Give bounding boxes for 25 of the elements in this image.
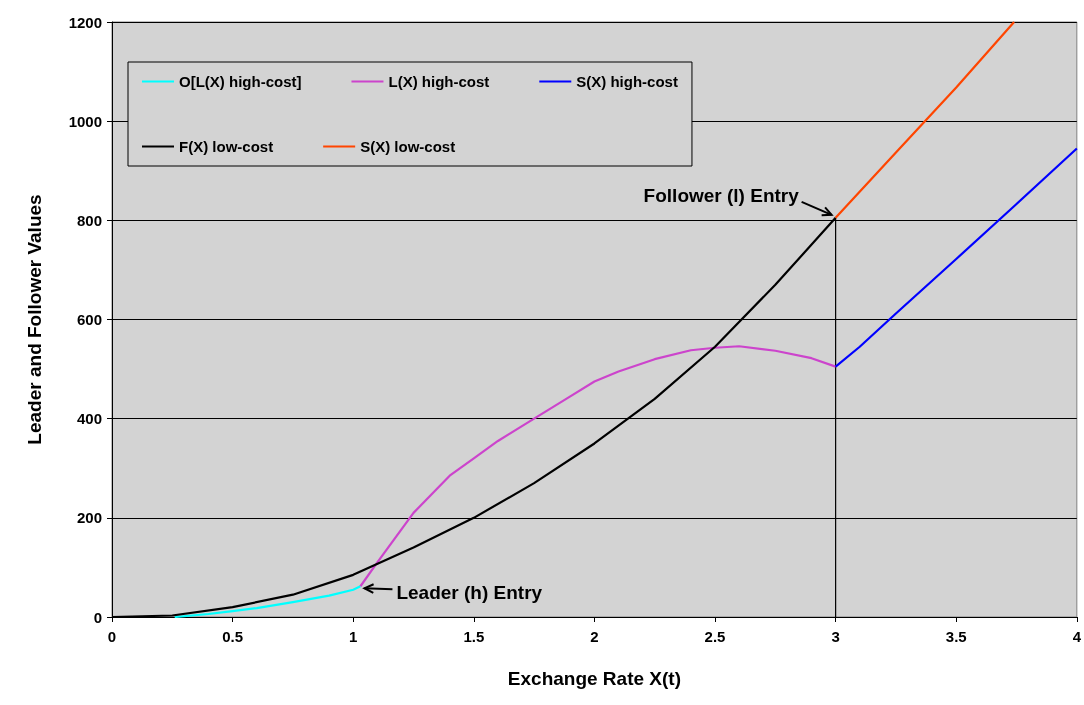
y-tick-label: 200 [76,509,102,527]
y-tick-label: 0 [93,608,102,626]
y-tick-label: 400 [76,410,102,428]
x-axis-title: Exchange Rate X(t) [507,668,681,689]
y-tick-label: 1000 [68,112,102,130]
x-tick-label: 3.5 [945,628,967,645]
y-axis-title: Leader and Follower Values [24,194,45,445]
x-tick-label: 4 [1072,628,1082,645]
x-tick-label: 2 [590,628,599,645]
y-tick-label: 1200 [68,13,102,31]
x-tick-label: 0.5 [222,628,244,645]
x-tick-label: 2.5 [704,628,726,645]
legend-label: L(X) high-cost [388,73,490,90]
annotation: Follower (l) Entry [643,185,800,207]
x-tick-label: 1 [349,628,358,645]
legend-label: F(X) low-cost [179,138,274,155]
y-tick-label: 600 [76,311,102,328]
x-tick-label: 3 [831,628,840,645]
legend-label: S(X) low-cost [360,138,456,155]
legend-label: S(X) high-cost [576,73,678,90]
legend-label: O[L(X) high-cost] [179,73,302,90]
x-tick-label: 1.5 [463,628,485,645]
x-tick-label: 0 [107,628,117,645]
y-tick-label: 800 [76,211,102,229]
annotation: Leader (h) Entry [396,581,543,603]
